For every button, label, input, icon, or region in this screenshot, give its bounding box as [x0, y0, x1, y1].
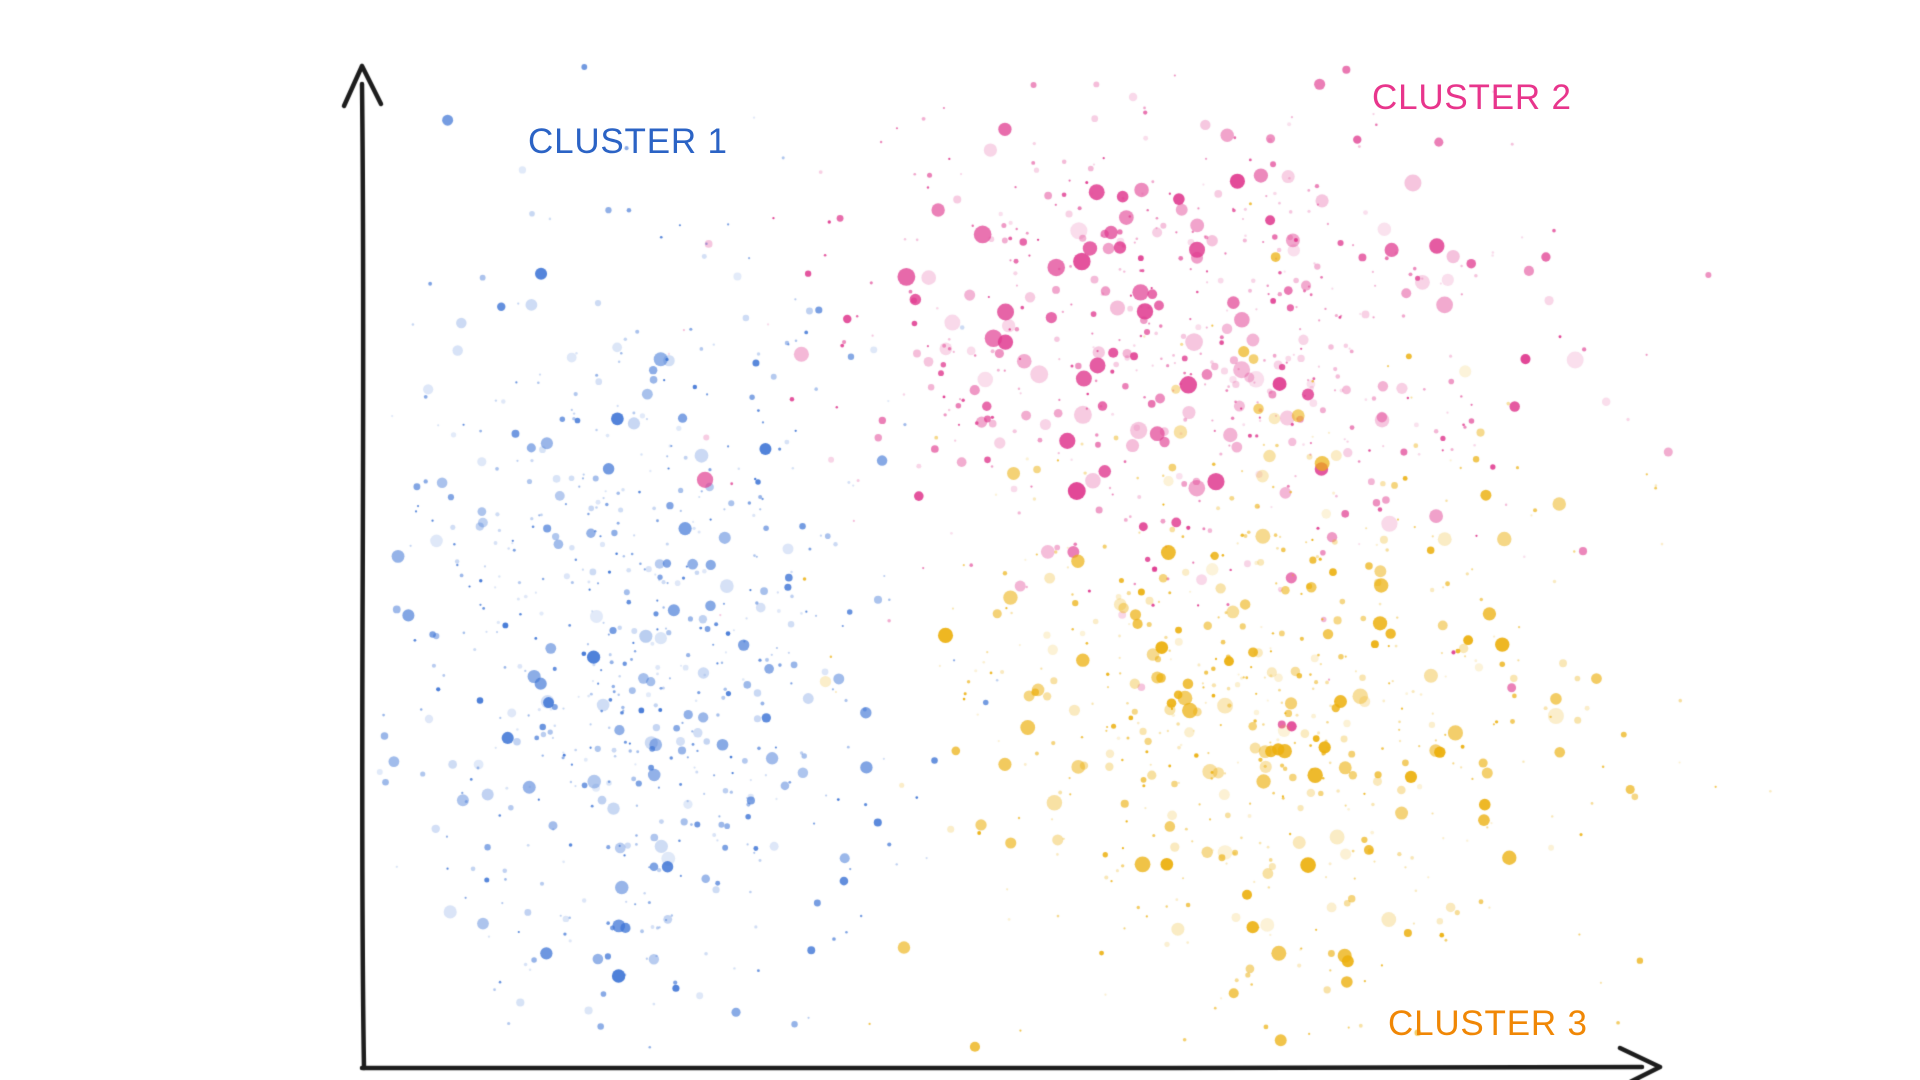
cluster-3-label: CLUSTER 3: [1388, 1004, 1588, 1043]
cluster-2-label: CLUSTER 2: [1372, 78, 1572, 117]
cluster-1-label: CLUSTER 1: [528, 122, 728, 161]
